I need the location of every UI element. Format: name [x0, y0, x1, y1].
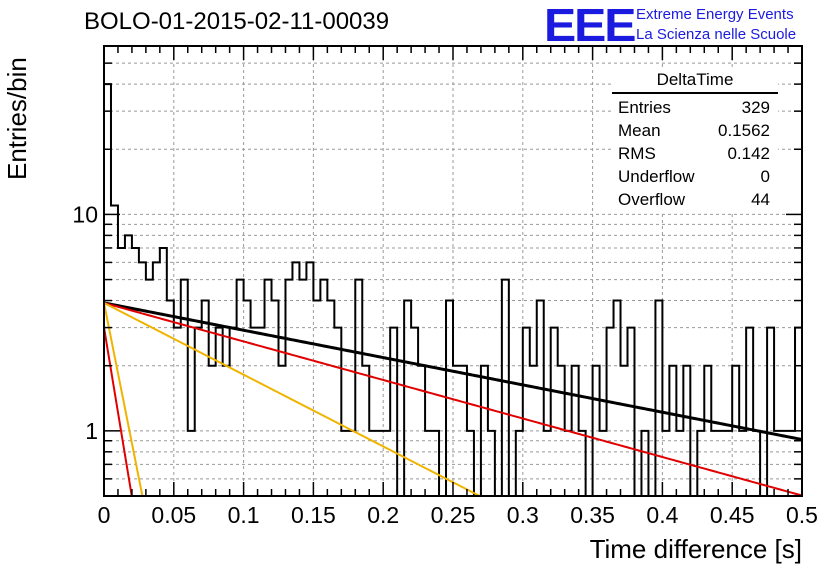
stats-row: Entries 329: [612, 96, 778, 119]
y-tick-label: 10: [72, 201, 98, 227]
y-tick-label: 1: [85, 418, 98, 444]
x-tick-label: 0.45: [710, 502, 755, 528]
x-tick-label: 0.35: [570, 502, 615, 528]
logo-line-2: La Scienza nelle Scuole: [636, 26, 797, 43]
x-tick-label: 0.05: [151, 502, 196, 528]
stats-value: 0.1562: [718, 121, 770, 140]
x-tick-label: 0.5: [786, 502, 818, 528]
x-tick-label: 0.3: [507, 502, 539, 528]
fit-curve-1: [104, 301, 802, 496]
fit-curve-0: [104, 301, 802, 442]
histogram-series: [104, 83, 802, 496]
fit-curve-3: [104, 302, 144, 496]
fit-curve-4: [104, 327, 133, 496]
stats-label: Overflow: [618, 190, 686, 209]
x-axis-label: Time difference [s]: [589, 534, 802, 564]
stats-value: 0: [760, 167, 770, 186]
y-axis-label: Entries/bin: [2, 57, 32, 180]
stats-label: Underflow: [618, 167, 695, 186]
chart-title: BOLO-01-2015-02-11-00039: [84, 8, 390, 35]
stats-value: 0.142: [727, 144, 770, 163]
stats-title: DeltaTime: [612, 70, 778, 94]
x-tick-label: 0: [98, 502, 111, 528]
stats-value: 44: [751, 190, 770, 209]
stats-value: 329: [741, 98, 770, 117]
stats-row: Underflow 0: [612, 165, 778, 188]
fit-curve-2: [104, 302, 482, 496]
logo-text: EEE: [544, 0, 636, 51]
x-tick-label: 0.25: [431, 502, 476, 528]
stats-row: Mean 0.1562: [612, 119, 778, 142]
stats-box: DeltaTime Entries 329 Mean 0.1562 RMS 0.…: [612, 70, 778, 211]
stats-label: RMS: [618, 144, 656, 163]
logo-line-1: Extreme Energy Events: [636, 6, 794, 23]
x-tick-label: 0.1: [228, 502, 260, 528]
x-tick-label: 0.2: [367, 502, 399, 528]
x-tick-label: 0.4: [646, 502, 678, 528]
stats-row: Overflow 44: [612, 188, 778, 211]
stats-label: Mean: [618, 121, 661, 140]
stats-row: RMS 0.142: [612, 142, 778, 165]
stats-label: Entries: [618, 98, 671, 117]
x-tick-label: 0.15: [291, 502, 336, 528]
